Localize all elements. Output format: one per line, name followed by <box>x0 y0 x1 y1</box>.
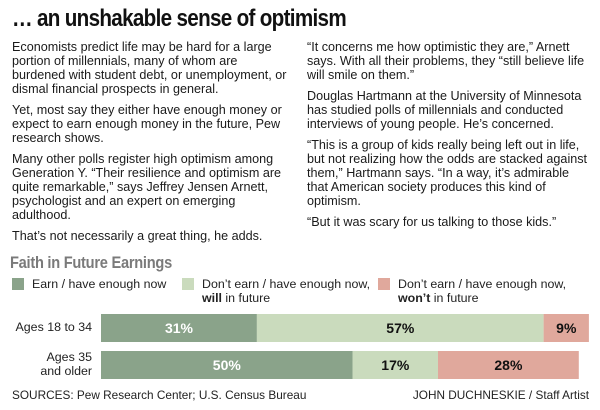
legend-label-line2: in future <box>430 291 479 305</box>
article-right-column: “It concerns me how optimistic they are,… <box>307 40 589 236</box>
bar-value-label: 31% <box>165 320 194 336</box>
legend-label-line1: Don’t earn / have enough now, <box>202 277 371 291</box>
bar-segment <box>438 351 579 379</box>
paragraph: Many other polls register high optimism … <box>12 152 282 222</box>
chart-title: Faith in Future Earnings <box>10 253 172 272</box>
bar-segment <box>256 314 544 342</box>
sources-note: SOURCES: Pew Research Center; U.S. Censu… <box>12 388 307 402</box>
legend-swatch-earn-now <box>12 278 24 290</box>
legend-label-emphasis: won’t <box>398 291 431 305</box>
paragraph: Economists predict life may be hard for … <box>12 40 287 96</box>
legend-label-line2: in future <box>221 291 271 305</box>
legend-label-line1: Don’t earn / have enough now, <box>398 277 567 291</box>
legend-label-line1: Earn / have enough now <box>32 277 167 291</box>
bar-value-label: 9% <box>556 320 577 336</box>
bar-value-label: 28% <box>494 357 523 373</box>
article-left-column: Economists predict life may be hard for … <box>12 40 294 250</box>
category-label-line: Ages 18 to 34 <box>15 320 92 334</box>
bar-segment <box>543 314 589 342</box>
legend-swatch-will-in-future <box>182 278 194 290</box>
legend-label: Earn / have enough now <box>32 277 166 291</box>
legend-label-emphasis: will <box>202 291 222 305</box>
legend-label: Don’t earn / have enough now, will in fu… <box>202 277 370 305</box>
paragraph: Yet, most say they either have enough mo… <box>12 103 282 145</box>
bar-value-label: 17% <box>381 357 410 373</box>
bar-segment <box>101 314 257 342</box>
paragraph: “But it was scary for us talking to thos… <box>307 215 557 229</box>
category-label-35-older: Ages 35 and older <box>2 350 92 378</box>
category-label-line: Ages 35 <box>46 350 92 364</box>
headline: … an unshakable sense of optimism <box>12 5 347 32</box>
bar-value-label: 50% <box>213 357 242 373</box>
bar-value-label: 57% <box>386 320 415 336</box>
category-label-line: and older <box>40 364 92 378</box>
bar-segment <box>352 351 438 379</box>
paragraph: “This is a group of kids really being le… <box>307 138 588 208</box>
bar-segment <box>101 351 353 379</box>
paragraph: That’s not necessarily a great thing, he… <box>12 229 263 243</box>
paragraph: “It concerns me how optimistic they are,… <box>307 40 585 82</box>
category-label-18-34: Ages 18 to 34 <box>2 320 92 334</box>
paragraph: Douglas Hartmann at the University of Mi… <box>307 89 582 131</box>
artist-credit: JOHN DUCHNESKIE / Staff Artist <box>412 388 589 402</box>
legend-label: Don’t earn / have enough now, won’t in f… <box>398 277 566 305</box>
legend-swatch-wont-in-future <box>378 278 390 290</box>
